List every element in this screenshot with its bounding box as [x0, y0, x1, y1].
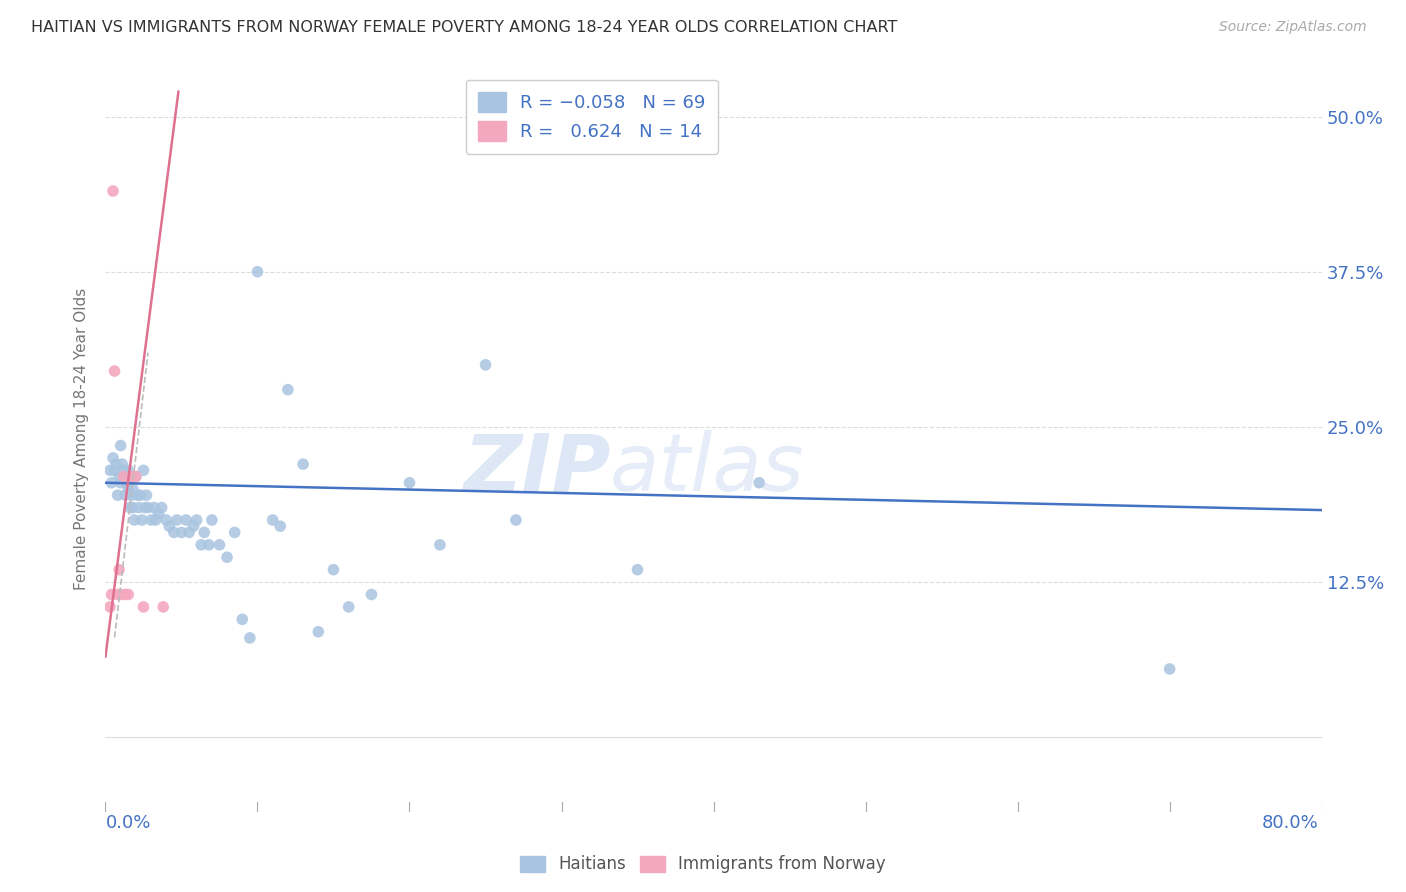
Point	[239, 631, 262, 645]
Point	[114, 587, 136, 601]
Point	[474, 358, 496, 372]
Point	[132, 463, 155, 477]
Legend: R = −0.058   N = 69, R =   0.624   N = 14: R = −0.058 N = 69, R = 0.624 N = 14	[465, 79, 718, 153]
Point	[143, 500, 166, 515]
Point	[148, 507, 170, 521]
Point	[136, 500, 159, 515]
Point	[322, 563, 344, 577]
Point	[127, 488, 149, 502]
Point	[166, 513, 188, 527]
Point	[198, 538, 221, 552]
Text: 80.0%: 80.0%	[1263, 814, 1319, 831]
Point	[145, 513, 167, 527]
Point	[124, 513, 146, 527]
Point	[224, 525, 246, 540]
Point	[117, 463, 139, 477]
Legend: Haitians, Immigrants from Norway: Haitians, Immigrants from Norway	[513, 849, 893, 880]
Point	[277, 383, 299, 397]
Text: ZIP: ZIP	[463, 430, 610, 508]
Point	[360, 587, 382, 601]
Point	[121, 469, 143, 483]
Point	[125, 469, 148, 483]
Point	[201, 513, 224, 527]
Point	[120, 488, 142, 502]
Point	[107, 488, 129, 502]
Point	[110, 475, 132, 490]
Point	[135, 488, 157, 502]
Point	[108, 563, 131, 577]
Point	[114, 488, 136, 502]
Point	[505, 513, 527, 527]
Point	[1159, 662, 1181, 676]
Point	[128, 500, 150, 515]
Point	[112, 469, 135, 483]
Point	[115, 475, 138, 490]
Point	[150, 500, 173, 515]
Point	[110, 438, 132, 452]
Point	[170, 525, 193, 540]
Point	[190, 538, 212, 552]
Point	[186, 513, 208, 527]
Point	[132, 599, 155, 614]
Point	[269, 519, 291, 533]
Point	[98, 463, 121, 477]
Point	[183, 519, 205, 533]
Point	[163, 525, 186, 540]
Point	[337, 599, 360, 614]
Point	[429, 538, 451, 552]
Point	[108, 469, 131, 483]
Point	[100, 587, 122, 601]
Point	[152, 599, 174, 614]
Point	[117, 482, 139, 496]
Point	[107, 587, 129, 601]
Point	[121, 482, 143, 496]
Point	[117, 587, 139, 601]
Point	[262, 513, 284, 527]
Point	[246, 265, 269, 279]
Text: Source: ZipAtlas.com: Source: ZipAtlas.com	[1219, 20, 1367, 34]
Point	[626, 563, 648, 577]
Point	[129, 488, 152, 502]
Point	[155, 513, 177, 527]
Point	[398, 475, 420, 490]
Point	[231, 612, 253, 626]
Point	[101, 184, 124, 198]
Point	[217, 550, 239, 565]
Point	[131, 513, 153, 527]
Point	[125, 469, 148, 483]
Point	[105, 457, 128, 471]
Point	[174, 513, 197, 527]
Point	[100, 475, 122, 490]
Point	[103, 364, 125, 378]
Text: 0.0%: 0.0%	[105, 814, 150, 831]
Point	[177, 525, 200, 540]
Point	[208, 538, 231, 552]
Point	[292, 457, 315, 471]
Point	[134, 500, 156, 515]
Point	[111, 457, 134, 471]
Point	[110, 587, 132, 601]
Point	[98, 599, 121, 614]
Point	[118, 500, 141, 515]
Y-axis label: Female Poverty Among 18-24 Year Olds: Female Poverty Among 18-24 Year Olds	[75, 288, 90, 591]
Text: atlas: atlas	[610, 430, 804, 508]
Point	[307, 624, 329, 639]
Point	[114, 469, 136, 483]
Text: HAITIAN VS IMMIGRANTS FROM NORWAY FEMALE POVERTY AMONG 18-24 YEAR OLDS CORRELATI: HAITIAN VS IMMIGRANTS FROM NORWAY FEMALE…	[31, 20, 897, 35]
Point	[748, 475, 770, 490]
Point	[112, 463, 135, 477]
Point	[157, 519, 180, 533]
Point	[121, 500, 143, 515]
Point	[101, 450, 124, 465]
Point	[139, 513, 162, 527]
Point	[193, 525, 215, 540]
Point	[103, 463, 125, 477]
